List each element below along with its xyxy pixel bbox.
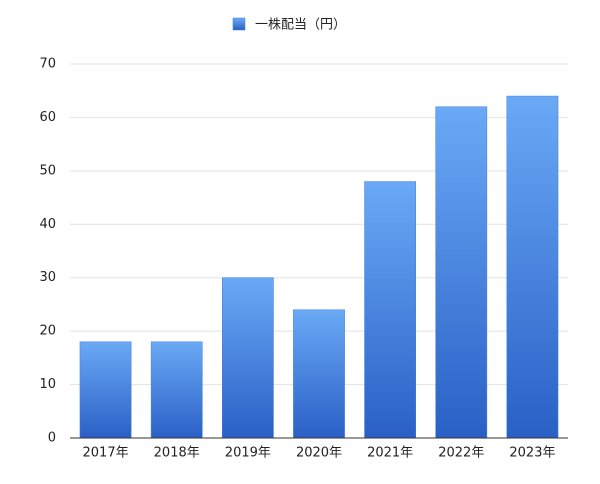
bar <box>435 106 488 439</box>
x-tick-label: 2022年 <box>438 446 484 461</box>
y-tick-label: 20 <box>39 324 56 339</box>
legend-label: 一株配当（円） <box>255 18 346 33</box>
y-tick-label: 60 <box>39 110 56 125</box>
x-tick-label: 2023年 <box>509 446 555 461</box>
x-tick-label: 2019年 <box>225 446 271 461</box>
bar <box>150 341 203 439</box>
legend-swatch <box>232 17 246 31</box>
bar <box>221 277 274 439</box>
bar <box>293 309 345 439</box>
y-tick-label: 50 <box>39 163 56 178</box>
x-tick-label: 2018年 <box>154 446 200 461</box>
y-tick-label: 10 <box>39 377 56 392</box>
y-tick-label: 0 <box>48 431 56 446</box>
x-tick-label: 2017年 <box>83 446 129 461</box>
y-tick-label: 40 <box>39 217 56 232</box>
bar <box>364 181 417 439</box>
bar <box>79 341 132 439</box>
bar <box>506 95 559 439</box>
y-tick-label: 30 <box>39 270 56 285</box>
x-tick-label: 2020年 <box>296 446 342 461</box>
y-tick-label: 70 <box>39 57 56 72</box>
x-tick-label: 2021年 <box>367 446 413 461</box>
